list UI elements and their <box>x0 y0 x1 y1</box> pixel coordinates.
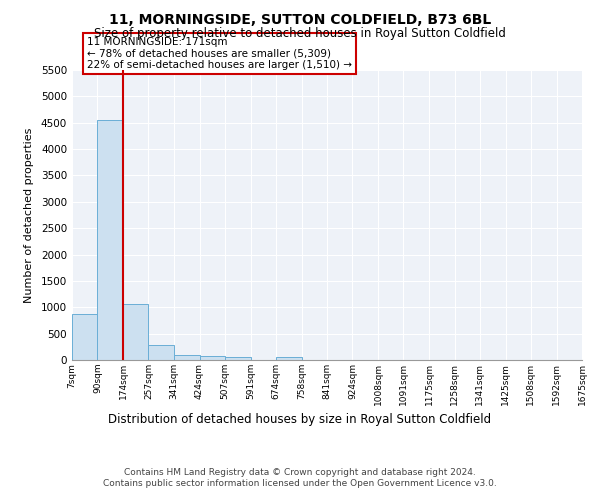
Bar <box>174 356 199 360</box>
Bar <box>199 356 225 360</box>
Bar <box>72 314 97 360</box>
Bar <box>97 120 123 360</box>
Text: Contains HM Land Registry data © Crown copyright and database right 2024.
Contai: Contains HM Land Registry data © Crown c… <box>103 468 497 487</box>
Text: Distribution of detached houses by size in Royal Sutton Coldfield: Distribution of detached houses by size … <box>109 412 491 426</box>
Bar <box>148 345 174 360</box>
Text: Size of property relative to detached houses in Royal Sutton Coldfield: Size of property relative to detached ho… <box>94 28 506 40</box>
Bar <box>123 304 148 360</box>
Text: 11, MORNINGSIDE, SUTTON COLDFIELD, B73 6BL: 11, MORNINGSIDE, SUTTON COLDFIELD, B73 6… <box>109 12 491 26</box>
Text: 11 MORNINGSIDE: 171sqm
← 78% of detached houses are smaller (5,309)
22% of semi-: 11 MORNINGSIDE: 171sqm ← 78% of detached… <box>88 37 352 70</box>
Bar <box>276 357 302 360</box>
Bar <box>225 357 251 360</box>
Y-axis label: Number of detached properties: Number of detached properties <box>24 128 34 302</box>
